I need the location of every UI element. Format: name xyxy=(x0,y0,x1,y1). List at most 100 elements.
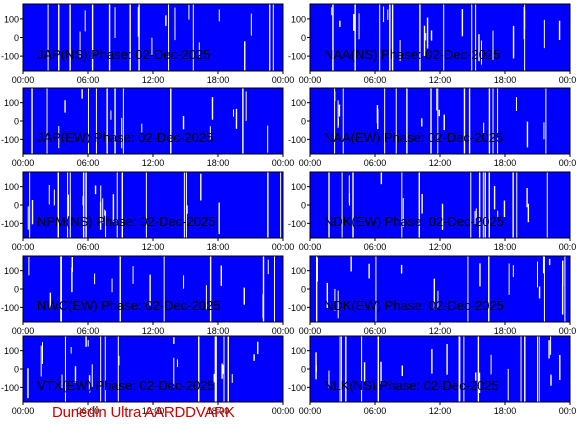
x-tick-label: 18:00 xyxy=(494,406,517,416)
x-tick-label: 12:00 xyxy=(142,242,165,252)
y-tick-label: 0 xyxy=(301,33,306,43)
x-tick-label: 00:00 xyxy=(272,75,295,85)
x-tick-label: 06:00 xyxy=(77,75,100,85)
chart-panel: 100 0 -100 00:00 06:00 12:00 18:00 00:00 NAA(EW)… xyxy=(288,87,576,168)
x-tick-label: 12:00 xyxy=(142,326,165,336)
y-tick-label: -100 xyxy=(288,135,306,145)
x-tick-label: 00:00 xyxy=(12,242,35,252)
x-tick-label: 18:00 xyxy=(207,406,230,416)
chart-panel: 100 0 -100 00:00 06:00 12:00 18:00 00:00 JAP(NS)… xyxy=(1,3,295,85)
y-tick-label: -100 xyxy=(288,52,306,62)
chart-title: NAA(NS) Phase: 02-Dec-2025 xyxy=(324,47,500,62)
chart-title: NDK(EW) Phase: 02-Dec-2025 xyxy=(324,298,504,313)
chart-panel: 100 0 -100 00:00 06:00 12:00 18:00 00:00 VTX(EW)… xyxy=(1,335,295,416)
y-tick-label: 0 xyxy=(14,33,19,43)
y-tick-label: -100 xyxy=(1,219,19,229)
x-tick-label: 00:00 xyxy=(12,406,35,416)
y-tick-label: 0 xyxy=(301,201,306,211)
x-tick-label: 06:00 xyxy=(77,158,100,168)
x-tick-label: 06:00 xyxy=(364,406,387,416)
chart-panel: 100 0 -100 00:00 06:00 12:00 18:00 00:00 NWC(EW)… xyxy=(1,255,295,336)
chart-title: JAP(NS) Phase: 02-Dec-2025 xyxy=(37,47,210,62)
x-tick-label: 00:00 xyxy=(299,75,322,85)
footer-label: Dunedin Ultra AARDDVARK xyxy=(52,404,235,421)
x-tick-label: 18:00 xyxy=(494,326,517,336)
chart-title: NPM(NS) Phase: 02-Dec-2025 xyxy=(37,214,215,229)
x-tick-label: 12:00 xyxy=(429,75,452,85)
chart-panel: 100 0 -100 00:00 06:00 12:00 18:00 00:00 NLK(NS)… xyxy=(288,335,576,416)
chart-panel: 100 0 -100 00:00 06:00 12:00 18:00 00:00 NPM(NS)… xyxy=(1,171,295,252)
x-tick-label: 06:00 xyxy=(364,326,387,336)
chart-title: JAP(EW) Phase: 02-Dec-2025 xyxy=(37,130,213,145)
x-tick-label: 06:00 xyxy=(364,158,387,168)
x-tick-label: 06:00 xyxy=(77,326,100,336)
x-tick-label: 00:00 xyxy=(272,242,295,252)
x-tick-label: 00:00 xyxy=(12,326,35,336)
x-tick-label: 00:00 xyxy=(559,158,576,168)
x-tick-label: 18:00 xyxy=(494,158,517,168)
y-tick-label: 0 xyxy=(301,365,306,375)
y-tick-label: 100 xyxy=(291,266,306,276)
x-tick-label: 06:00 xyxy=(364,242,387,252)
plot-area xyxy=(23,172,283,238)
chart-panel: 100 0 -100 00:00 06:00 12:00 18:00 00:00 NAA(NS)… xyxy=(288,3,576,85)
y-tick-label: 100 xyxy=(4,14,19,24)
x-tick-label: 18:00 xyxy=(207,75,230,85)
chart-panel: 100 0 -100 00:00 06:00 12:00 18:00 00:00 NDK(EW)… xyxy=(288,171,576,252)
x-tick-label: 00:00 xyxy=(272,326,295,336)
x-tick-label: 12:00 xyxy=(429,242,452,252)
x-tick-label: 00:00 xyxy=(559,326,576,336)
x-tick-label: 18:00 xyxy=(494,75,517,85)
x-tick-label: 00:00 xyxy=(299,326,322,336)
plot-area xyxy=(310,256,570,322)
y-tick-label: -100 xyxy=(1,135,19,145)
x-tick-label: 00:00 xyxy=(299,242,322,252)
plot-area xyxy=(310,88,570,154)
y-tick-label: -100 xyxy=(288,219,306,229)
y-tick-label: -100 xyxy=(288,303,306,313)
y-tick-label: 100 xyxy=(4,346,19,356)
x-tick-label: 12:00 xyxy=(142,406,165,416)
x-tick-label: 06:00 xyxy=(364,75,387,85)
x-tick-label: 12:00 xyxy=(142,75,165,85)
x-tick-label: 00:00 xyxy=(299,158,322,168)
y-tick-label: 0 xyxy=(14,365,19,375)
x-tick-label: 06:00 xyxy=(77,406,100,416)
x-tick-label: 00:00 xyxy=(299,406,322,416)
chart-title: NAA(EW) Phase: 02-Dec-2025 xyxy=(324,130,503,145)
plot-area xyxy=(310,336,570,402)
y-tick-label: -100 xyxy=(288,383,306,393)
chart-title: NDK(EW) Phase: 02-Dec-2025 xyxy=(324,214,504,229)
y-tick-label: 0 xyxy=(14,201,19,211)
chart-panel: 100 0 -100 00:00 06:00 12:00 18:00 00:00 NDK(EW)… xyxy=(288,255,576,336)
y-tick-label: 0 xyxy=(14,285,19,295)
y-tick-label: 100 xyxy=(4,98,19,108)
x-tick-label: 12:00 xyxy=(429,158,452,168)
y-tick-label: -100 xyxy=(1,303,19,313)
plot-area xyxy=(23,256,283,322)
x-tick-label: 18:00 xyxy=(494,242,517,252)
plot-area xyxy=(23,88,283,154)
x-tick-label: 00:00 xyxy=(12,158,35,168)
y-tick-label: 100 xyxy=(291,182,306,192)
chart-panel: 100 0 -100 00:00 06:00 12:00 18:00 00:00 JAP(EW)… xyxy=(1,87,295,168)
x-tick-label: 00:00 xyxy=(272,158,295,168)
plot-area xyxy=(23,336,283,402)
chart-title: NLK(NS) Phase: 02-Dec-2025 xyxy=(324,378,499,393)
x-tick-label: 06:00 xyxy=(77,242,100,252)
x-tick-label: 00:00 xyxy=(272,406,295,416)
y-tick-label: 0 xyxy=(301,117,306,127)
plot-area xyxy=(23,4,283,71)
y-tick-label: 100 xyxy=(291,98,306,108)
x-tick-label: 12:00 xyxy=(429,406,452,416)
y-tick-label: -100 xyxy=(1,383,19,393)
chart-title: VTX(EW) Phase: 02-Dec-2025 xyxy=(37,378,215,393)
y-tick-label: 100 xyxy=(291,346,306,356)
y-tick-label: 0 xyxy=(301,285,306,295)
x-tick-label: 18:00 xyxy=(207,242,230,252)
x-tick-label: 00:00 xyxy=(559,406,576,416)
chart-title: NWC(EW) Phase: 02-Dec-2025 xyxy=(37,298,221,313)
x-tick-label: 12:00 xyxy=(142,158,165,168)
y-tick-label: 0 xyxy=(14,117,19,127)
x-tick-label: 18:00 xyxy=(207,158,230,168)
